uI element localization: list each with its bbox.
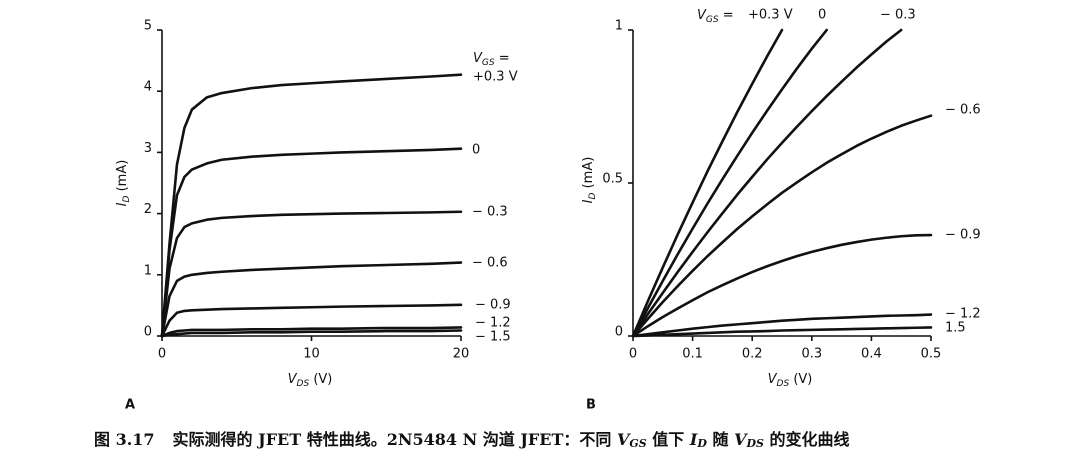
curve-label: − 1.5 [475,330,511,345]
axis-label-part: I [115,202,130,206]
axis-label-part: V [768,372,778,387]
axis-label-part: D [588,192,598,199]
axis-label-part: (V) [309,372,332,387]
y-tick-label: 3 [144,141,152,156]
curve [631,233,933,338]
curve-label: − 0.3 [880,8,916,23]
curve-label: +0.3 V [473,70,518,85]
y-tick-label: 4 [144,80,152,95]
x-tick-label: 20 [453,347,470,362]
caption-text: I [689,430,698,449]
caption: 图 3.17 实际测得的 JFET 特性曲线。2N5484 N 沟道 JFET：不… [94,430,850,451]
curve-label: +0.3 V [748,8,793,23]
x-tick-label: 0 [158,347,166,362]
axis-label-part: (V) [789,372,812,387]
curve-label: 0 [472,143,480,158]
y-tick-label: 5 [144,19,152,34]
curve [160,329,463,338]
curve-label: − 1.2 [945,307,981,322]
panel-label: B [586,398,596,413]
curve-label: − 1.2 [475,316,511,331]
x-tick-label: 0.4 [861,347,882,362]
curve-label: − 0.6 [472,256,508,271]
axis-label-part: GS [706,15,719,25]
axis-label-part: = [495,51,510,66]
x-tick-label: 0.1 [682,347,703,362]
axis-label-part: GS [482,58,495,68]
curve [631,114,933,338]
curve-label: − 0.9 [475,298,511,313]
axis-label-part: V [288,372,298,387]
curve [160,147,463,338]
curve [160,326,463,338]
axis-label-part: = [719,8,734,23]
curve [160,303,463,338]
curve [160,73,463,338]
caption-text: V [617,430,631,449]
axis-label: VGS = [697,8,734,25]
y-tick-label: 0 [615,325,623,340]
curve [160,261,463,338]
axis-label-part: I [581,199,596,203]
panel-label: A [125,398,135,413]
y-tick-label: 0 [144,325,152,340]
y-tick-label: 0.5 [602,172,623,187]
caption-text: 随 [707,430,734,449]
axis-label-part: DS [777,379,790,389]
x-tick-label: 10 [303,347,320,362]
axis-label: VGS = [473,51,510,68]
caption-text: D [696,437,707,450]
curve-label: − 0.3 [472,205,508,220]
axis-label-part: V [473,51,483,66]
axis-label-part: V [697,8,707,23]
caption-text: GS [629,437,646,450]
x-tick-label: 0.3 [801,347,822,362]
caption-text: V [734,430,748,449]
y-tick-label: 1 [144,263,152,278]
curve-label: − 0.9 [945,228,981,243]
y-tick-label: 1 [615,19,623,34]
curve [631,28,784,338]
axis-label: VDS (V) [288,372,333,389]
x-tick-label: 0.2 [742,347,763,362]
caption-text: 的变化曲线 [764,430,850,449]
curve [631,28,903,338]
axis-label-part: DS [297,379,310,389]
caption-number: 图 3.17 [94,430,155,449]
x-tick-label: 0.5 [921,347,942,362]
axis-label: VDS (V) [768,372,813,389]
axis-label-part: D [122,195,132,202]
curve [160,210,463,338]
axis-label: ID (mA) [581,157,598,204]
caption-text: 值下 [647,430,690,449]
axis-label-part: (mA) [115,160,130,196]
axis-label: ID (mA) [115,160,132,207]
curve-label: 0 [818,8,826,23]
curve-label: − 0.6 [945,103,981,118]
axis-label-part: (mA) [581,157,596,193]
y-tick-label: 2 [144,202,152,217]
caption-text: 实际测得的 JFET 特性曲线。2N5484 N 沟道 JFET：不同 [173,430,617,449]
x-tick-label: 0 [629,347,637,362]
curve [631,28,828,338]
curve [631,326,933,338]
curve [631,313,933,338]
caption-text: DS [745,437,764,450]
curve-label: 1.5 [945,321,966,336]
